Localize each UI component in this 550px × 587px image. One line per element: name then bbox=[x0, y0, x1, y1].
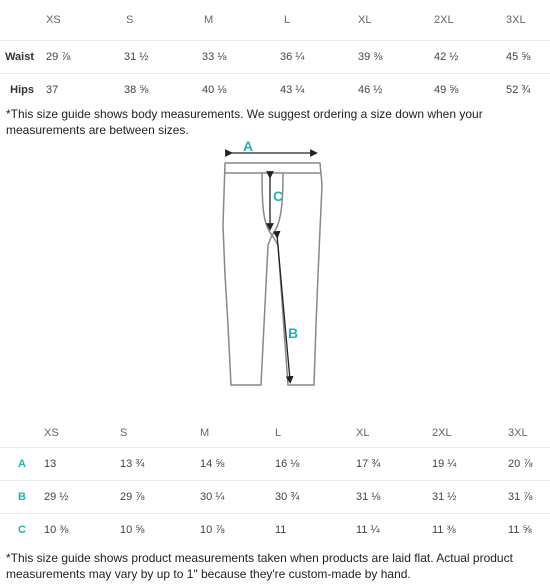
table-cell: 16 ⅛ bbox=[275, 446, 356, 480]
table-cell: 43 ¼ bbox=[280, 72, 358, 106]
size-header-row: XS S M L XL 2XL 3XL bbox=[0, 0, 550, 40]
label-c: C bbox=[273, 188, 283, 204]
table-cell: 45 ⅝ bbox=[506, 39, 550, 73]
row-label: C bbox=[0, 512, 44, 546]
product-measurement-table: XS S M L XL 2XL 3XL A 13 13 ¾ 14 ⅝ 16 ⅛ … bbox=[0, 419, 550, 546]
size-header: XS bbox=[44, 426, 59, 439]
size-header: L bbox=[284, 13, 291, 26]
table-cell: 13 bbox=[44, 446, 120, 480]
table-cell: 10 ⅞ bbox=[200, 512, 275, 546]
size-header: 2XL bbox=[432, 426, 452, 439]
table-cell: 13 ¾ bbox=[120, 446, 200, 480]
table-cell: 31 ½ bbox=[432, 479, 508, 513]
table-cell: 20 ⅞ bbox=[508, 446, 550, 480]
row-label: A bbox=[0, 446, 44, 480]
table-cell: 31 ⅛ bbox=[356, 479, 432, 513]
size-header: M bbox=[200, 426, 210, 439]
table-cell: 17 ¾ bbox=[356, 446, 432, 480]
body-measurement-note: *This size guide shows body measurements… bbox=[6, 107, 483, 137]
table-cell: 39 ⅜ bbox=[358, 39, 434, 73]
size-header: S bbox=[120, 426, 128, 439]
row-label: Waist bbox=[0, 39, 46, 73]
table-cell: 29 ⅞ bbox=[120, 479, 200, 513]
table-cell: 11 bbox=[275, 512, 356, 546]
size-header: 2XL bbox=[434, 13, 454, 26]
table-cell: 10 ⅝ bbox=[120, 512, 200, 546]
row-label: B bbox=[0, 479, 44, 513]
table-cell: 19 ¼ bbox=[432, 446, 508, 480]
label-b: B bbox=[288, 325, 298, 341]
table-cell: 37 bbox=[46, 72, 124, 106]
measurement-a-row: A 13 13 ¾ 14 ⅝ 16 ⅛ 17 ¾ 19 ¼ 20 ⅞ bbox=[0, 446, 550, 480]
table-cell: 36 ¼ bbox=[280, 39, 358, 73]
table-cell: 11 ⅜ bbox=[432, 512, 508, 546]
size-header: 3XL bbox=[508, 426, 528, 439]
size-header: XL bbox=[356, 426, 370, 439]
pants-diagram: A C B bbox=[222, 138, 323, 386]
table-cell: 33 ⅛ bbox=[202, 39, 280, 73]
table-cell: 29 ⅞ bbox=[46, 39, 124, 73]
table-cell: 11 ⅝ bbox=[508, 512, 550, 546]
empty-header-cell bbox=[0, 0, 46, 40]
table-cell: 11 ¼ bbox=[356, 512, 432, 546]
table-cell: 42 ½ bbox=[434, 39, 506, 73]
table-cell: 52 ¾ bbox=[506, 72, 550, 106]
body-measurement-table: XS S M L XL 2XL 3XL Waist 29 ⅞ 31 ½ 33 ⅛… bbox=[0, 0, 550, 106]
size-header: L bbox=[275, 426, 282, 439]
size-header: 3XL bbox=[506, 13, 526, 26]
table-cell: 30 ¼ bbox=[200, 479, 275, 513]
table-cell: 14 ⅝ bbox=[200, 446, 275, 480]
measurement-b-row: B 29 ½ 29 ⅞ 30 ¼ 30 ¾ 31 ⅛ 31 ½ 31 ⅞ bbox=[0, 479, 550, 513]
table-cell: 46 ½ bbox=[358, 72, 434, 106]
table-cell: 10 ⅜ bbox=[44, 512, 120, 546]
table-cell: 31 ½ bbox=[124, 39, 202, 73]
label-a: A bbox=[243, 138, 253, 154]
size-header: S bbox=[126, 13, 134, 26]
waist-row: Waist 29 ⅞ 31 ½ 33 ⅛ 36 ¼ 39 ⅜ 42 ½ 45 ⅝ bbox=[0, 39, 550, 73]
dimension-arrows bbox=[225, 149, 318, 384]
table-cell: 30 ¾ bbox=[275, 479, 356, 513]
size-header: XL bbox=[358, 13, 372, 26]
table-cell: 31 ⅞ bbox=[508, 479, 550, 513]
product-measurement-note: *This size guide shows product measureme… bbox=[6, 551, 513, 581]
table-cell: 40 ⅛ bbox=[202, 72, 280, 106]
size-header-row: XS S M L XL 2XL 3XL bbox=[0, 419, 550, 447]
measurement-c-row: C 10 ⅜ 10 ⅝ 10 ⅞ 11 11 ¼ 11 ⅜ 11 ⅝ bbox=[0, 512, 550, 546]
size-header: M bbox=[204, 13, 214, 26]
inseam-arrow bbox=[272, 230, 294, 384]
hips-row: Hips 37 38 ⅝ 40 ⅛ 43 ¼ 46 ½ 49 ⅝ 52 ¾ bbox=[0, 72, 550, 106]
table-cell: 38 ⅝ bbox=[124, 72, 202, 106]
size-header: XS bbox=[46, 13, 61, 26]
table-cell: 49 ⅝ bbox=[434, 72, 506, 106]
table-cell: 29 ½ bbox=[44, 479, 120, 513]
row-label: Hips bbox=[0, 72, 46, 106]
empty-header-cell bbox=[0, 419, 44, 447]
